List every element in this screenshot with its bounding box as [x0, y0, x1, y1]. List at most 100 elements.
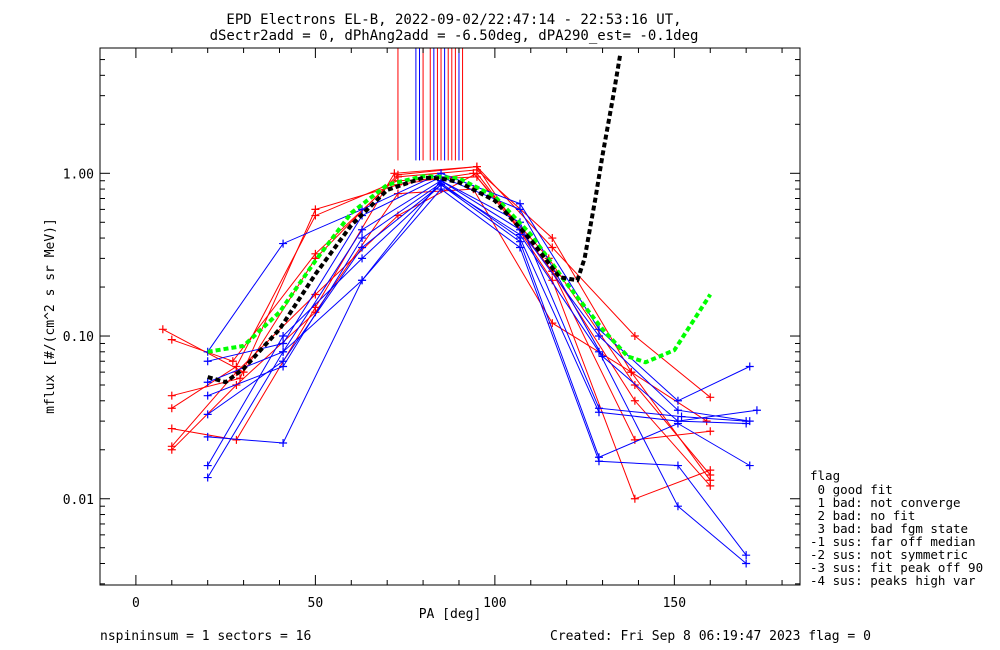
series-line-blue [207, 180, 750, 478]
data-point-blue [594, 332, 603, 341]
data-point-blue [203, 391, 212, 400]
x-tick-label: 0 [132, 596, 140, 611]
chart-title-line-2: dSectr2add = 0, dPhAng2add = -6.50deg, d… [210, 28, 699, 44]
data-point-red [167, 442, 176, 451]
data-point-red [472, 162, 481, 171]
fit-curve-black [207, 52, 623, 385]
data-point-blue [745, 362, 754, 371]
data-point-red [236, 374, 244, 383]
series-line-blue [207, 184, 747, 564]
data-point-blue [203, 432, 212, 441]
footer-right: Created: Fri Sep 8 06:19:47 2023 flag = … [550, 629, 871, 644]
data-point-red [311, 211, 320, 220]
data-point-blue [752, 406, 761, 415]
flag-legend-item: 2 bad: no fit [810, 508, 915, 523]
series-line-blue [207, 188, 747, 556]
series-line-red [171, 166, 711, 500]
series-line-red [162, 166, 711, 398]
data-point-blue [673, 461, 682, 470]
data-point-red [548, 243, 557, 252]
data-point-blue [594, 457, 603, 466]
data-point-red [630, 435, 639, 444]
data-point-blue [358, 225, 367, 234]
y-axis-label: mflux [#/(cm^2 s sr MeV)] [43, 218, 58, 414]
data-point-blue [358, 276, 367, 285]
chart-title-line-1: EPD Electrons EL-B, 2022-09-02/22:47:14 … [226, 12, 681, 28]
series-line-blue [207, 184, 750, 466]
data-point-blue [279, 332, 288, 341]
data-point-blue [745, 461, 754, 470]
data-point-blue [358, 254, 367, 263]
data-point-blue [594, 347, 603, 356]
data-point-red [158, 325, 167, 334]
data-point-blue [673, 396, 682, 405]
data-point-blue [742, 551, 751, 560]
data-point-red [167, 424, 176, 433]
series-line-red [171, 188, 711, 481]
data-point-blue [279, 339, 288, 348]
series-line-red [171, 172, 711, 487]
data-point-red [706, 427, 715, 436]
series-line-blue [207, 180, 747, 422]
flag-legend: flag 0 good fit 1 bad: not converge 2 ba… [810, 468, 983, 588]
data-point-blue [279, 357, 288, 366]
data-point-red [472, 169, 481, 178]
data-point-red [167, 404, 176, 413]
data-point-red [630, 332, 639, 341]
x-axis-label: PA [deg] [419, 607, 482, 622]
data-point-red [548, 234, 557, 243]
data-point-red [228, 357, 237, 366]
flag-legend-item: -2 sus: not symmetric [810, 547, 968, 562]
data-point-red [167, 335, 176, 344]
data-point-red [706, 466, 715, 475]
data-point-blue [745, 417, 754, 426]
data-point-blue [594, 408, 603, 417]
series-line-blue [207, 182, 747, 424]
flag-legend-item: -3 sus: fit peak off 90 [810, 560, 983, 575]
data-point-red [311, 249, 320, 258]
data-point-blue [203, 473, 212, 482]
data-point-blue [203, 461, 212, 470]
data-point-blue [742, 559, 751, 568]
flag-legend-item: -1 sus: far off median [810, 534, 976, 549]
y-tick-label: 0.10 [63, 330, 94, 345]
x-tick-label: 150 [663, 596, 686, 611]
data-point-red [630, 381, 639, 390]
flag-legend-item: 0 good fit [810, 482, 893, 497]
data-point-red [393, 189, 402, 198]
flag-legend-item: 1 bad: not converge [810, 495, 961, 510]
data-point-blue [203, 410, 212, 419]
data-point-red [630, 396, 639, 405]
data-point-red [630, 494, 639, 503]
data-point-blue [203, 378, 212, 387]
flag-legend-item: 3 bad: bad fgm state [810, 521, 968, 536]
data-point-blue [279, 439, 288, 448]
series-line-red [171, 176, 711, 441]
data-point-blue [279, 347, 288, 356]
data-point-blue [673, 406, 682, 415]
axes-layer: 0 50 100 150 0.01 0.10 1.00 [63, 48, 800, 611]
series-line-blue [207, 172, 750, 402]
data-point-red [167, 391, 176, 400]
data-point-blue [203, 357, 212, 366]
x-tick-label: 50 [308, 596, 324, 611]
y-tick-label: 0.01 [63, 493, 94, 508]
y-tick-label: 1.00 [63, 167, 94, 182]
data-point-blue [673, 419, 682, 428]
plot-data-layer [158, 48, 761, 568]
data-point-red [706, 481, 715, 490]
data-point-red [706, 393, 715, 402]
data-point-blue [516, 205, 524, 214]
x-tick-label: 100 [483, 596, 506, 611]
data-point-blue [358, 243, 367, 252]
data-point-red [390, 169, 399, 178]
data-point-blue [516, 243, 524, 252]
data-point-blue [279, 239, 288, 248]
data-point-blue [677, 412, 686, 421]
flag-legend-item: -4 sus: peaks high var [810, 573, 976, 588]
flag-legend-title: flag [810, 468, 840, 483]
data-point-blue [673, 502, 682, 511]
plot-frame [99, 47, 801, 586]
footer-left: nspininsum = 1 sectors = 16 [100, 629, 311, 644]
